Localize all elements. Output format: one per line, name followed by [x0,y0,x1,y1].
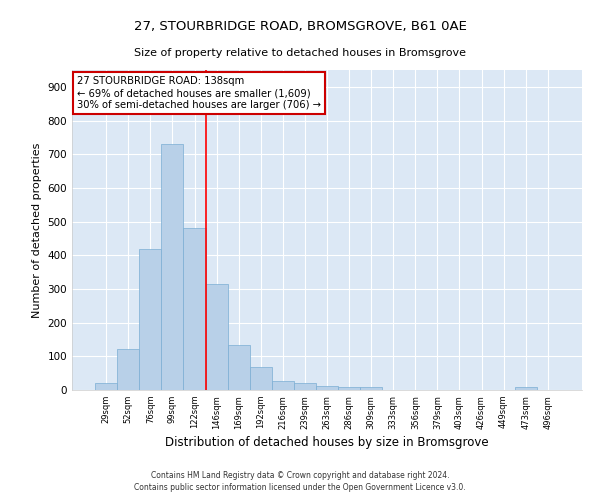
Bar [272,381,294,390]
Bar [316,386,338,390]
Bar [250,367,272,390]
Bar [515,388,537,390]
Bar [139,249,161,390]
Bar [338,388,360,390]
Text: 27, STOURBRIDGE ROAD, BROMSGROVE, B61 0AE: 27, STOURBRIDGE ROAD, BROMSGROVE, B61 0A… [134,20,466,33]
Bar [294,384,316,390]
Text: Size of property relative to detached houses in Bromsgrove: Size of property relative to detached ho… [134,48,466,58]
X-axis label: Distribution of detached houses by size in Bromsgrove: Distribution of detached houses by size … [165,436,489,449]
Bar [227,345,250,390]
Bar [161,144,184,390]
Bar [360,388,382,390]
Text: Contains public sector information licensed under the Open Government Licence v3: Contains public sector information licen… [134,484,466,492]
Text: Contains HM Land Registry data © Crown copyright and database right 2024.: Contains HM Land Registry data © Crown c… [151,471,449,480]
Bar [184,228,206,390]
Bar [206,284,227,390]
Bar [117,349,139,390]
Y-axis label: Number of detached properties: Number of detached properties [32,142,42,318]
Text: 27 STOURBRIDGE ROAD: 138sqm
← 69% of detached houses are smaller (1,609)
30% of : 27 STOURBRIDGE ROAD: 138sqm ← 69% of det… [77,76,321,110]
Bar [95,384,117,390]
